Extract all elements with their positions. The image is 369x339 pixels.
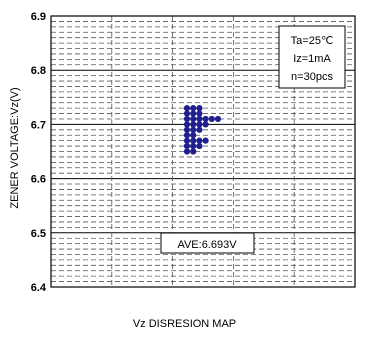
y-tick-label: 6.8 — [31, 65, 46, 77]
data-point — [183, 105, 191, 112]
y-tick-label: 6.6 — [31, 174, 46, 186]
data-point — [202, 137, 209, 144]
y-tick-label: 6.9 — [31, 11, 46, 23]
data-point — [196, 126, 203, 133]
average-label: AVE:6.693V — [177, 239, 237, 251]
data-point — [208, 115, 215, 123]
data-point — [183, 126, 191, 133]
data-point — [214, 115, 222, 123]
data-point — [183, 121, 191, 128]
data-point — [196, 142, 203, 150]
condition-current: Iz=1mA — [293, 53, 331, 65]
data-point — [202, 115, 209, 123]
data-point — [190, 105, 197, 112]
data-point — [190, 137, 197, 144]
y-tick-labels: 6.4 6.5 6.6 6.7 6.8 6.9 — [31, 11, 47, 294]
data-point — [196, 137, 203, 144]
data-point — [190, 126, 197, 133]
y-tick-label: 6.7 — [31, 119, 46, 131]
data-point — [202, 121, 209, 128]
data-point — [183, 110, 191, 117]
data-point — [190, 142, 197, 150]
data-point — [196, 105, 203, 112]
y-axis-label: ZENER VOLTAGE:Vz(V) — [9, 87, 21, 208]
data-point — [190, 132, 197, 139]
data-point — [183, 148, 191, 155]
plot-frame — [50, 15, 356, 288]
conditions-box: Ta=25℃ Iz=1mA n=30pcs — [278, 25, 346, 89]
data-points — [183, 105, 222, 155]
data-point — [183, 132, 191, 139]
data-point — [196, 115, 203, 123]
data-point — [183, 142, 191, 150]
data-point — [183, 137, 191, 144]
average-box: AVE:6.693V — [160, 232, 255, 254]
data-point — [196, 121, 203, 128]
data-point — [190, 115, 197, 123]
condition-temperature: Ta=25℃ — [291, 35, 334, 47]
data-point — [196, 110, 203, 117]
y-tick-label: 6.4 — [31, 282, 47, 294]
chart-caption: Vz DISRESION MAP — [132, 318, 237, 330]
data-point — [183, 115, 191, 123]
data-point — [190, 110, 197, 117]
data-point — [190, 121, 197, 128]
condition-sample-count: n=30pcs — [291, 71, 333, 83]
y-tick-label: 6.5 — [31, 228, 46, 240]
data-point — [190, 148, 197, 155]
